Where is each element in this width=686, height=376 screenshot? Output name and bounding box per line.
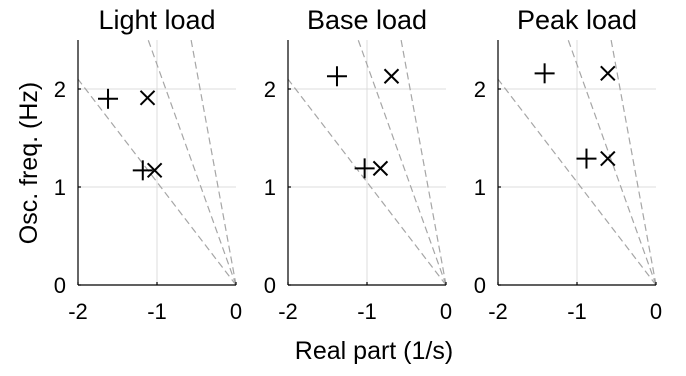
damping-ray	[567, 40, 656, 285]
y-tick-label: 0	[474, 273, 486, 298]
x-tick-label: -1	[567, 299, 587, 324]
y-tick-label: 2	[264, 77, 276, 102]
panel-1: -2 -1 0 0 1 2 Light load	[54, 5, 242, 324]
damping-ray	[357, 40, 446, 285]
y-tick-label: 1	[264, 175, 276, 200]
cross-marker	[139, 90, 156, 106]
plus-marker	[132, 160, 153, 181]
y-tick-label: 1	[474, 175, 486, 200]
x-tick-label: -1	[357, 299, 377, 324]
panel-2: -2 -1 0 0 1 2 Base load	[264, 5, 452, 324]
cross-marker	[146, 162, 163, 179]
damping-ray	[147, 40, 236, 285]
x-tick-label: -1	[147, 299, 167, 324]
damping-ray	[610, 40, 656, 285]
x-tick-label: -2	[488, 299, 508, 324]
panel-plot-area	[498, 40, 656, 285]
panel-plot-area	[78, 40, 236, 285]
y-tick-label: 1	[54, 175, 66, 200]
cross-marker	[600, 150, 616, 167]
cross-marker-b	[139, 90, 156, 106]
plus-marker	[354, 158, 375, 179]
x-tick-label: -2	[68, 299, 88, 324]
cross-marker-b	[146, 162, 163, 179]
plus-marker	[576, 148, 597, 169]
panel-3: -2 -1 0 0 1 2 Peak load	[474, 5, 662, 324]
panel-plot-area	[288, 40, 446, 285]
damping-ray	[190, 40, 236, 285]
y-tick-label: 2	[54, 77, 66, 102]
x-tick-label: 0	[230, 299, 242, 324]
x-tick-label: 0	[650, 299, 662, 324]
panel-title: Base load	[307, 5, 427, 35]
x-axis-label: Real part (1/s)	[295, 337, 453, 365]
y-tick-label: 0	[54, 273, 66, 298]
plus-marker	[326, 66, 347, 87]
cross-marker-b	[383, 68, 400, 84]
cross-marker-b	[372, 160, 389, 177]
cross-marker-b	[600, 65, 616, 82]
y-tick-label: 0	[264, 273, 276, 298]
panel-title: Peak load	[517, 5, 637, 35]
panel-title: Light load	[98, 5, 215, 35]
x-tick-label: 0	[440, 299, 452, 324]
cross-marker	[600, 65, 616, 82]
damping-ray	[400, 40, 446, 285]
x-tick-label: -2	[278, 299, 298, 324]
plus-marker	[534, 63, 555, 84]
cross-marker-b	[600, 150, 616, 167]
y-tick-label: 2	[474, 77, 486, 102]
cross-marker	[383, 68, 400, 84]
y-axis-label: Osc. freq. (Hz)	[15, 82, 43, 245]
cross-marker	[372, 160, 389, 177]
plus-marker	[98, 88, 119, 109]
